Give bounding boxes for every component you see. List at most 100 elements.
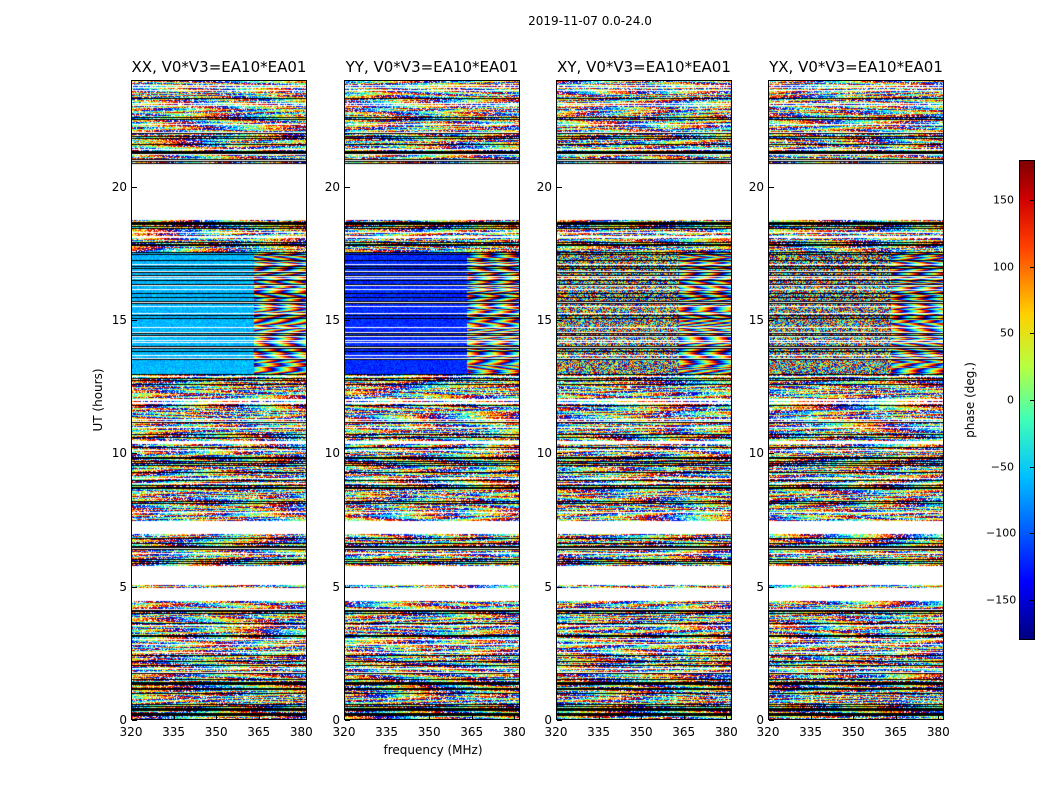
x-tick-mark (173, 715, 175, 720)
y-tick-label: 15 (536, 313, 552, 327)
y-tick-label: 10 (111, 446, 127, 461)
x-tick-label: 320 (332, 725, 356, 739)
colorbar-tick-label: 100 (993, 260, 1014, 274)
x-tick-label: 380 (714, 725, 738, 739)
x-tick-label: 350 (629, 725, 653, 739)
y-tick-mark (557, 186, 562, 188)
heatmap-panel-yx (768, 80, 944, 720)
y-tick-mark (345, 720, 350, 721)
colorbar-tick-mark (1030, 333, 1035, 335)
colorbar-tick-label: −150 (986, 593, 1017, 607)
x-tick-label: 365 (247, 725, 271, 739)
x-tick-mark (216, 715, 218, 720)
x-tick-label: 335 (162, 725, 186, 739)
y-tick-label: 20 (536, 179, 552, 194)
y-tick-mark (557, 320, 562, 321)
heatmap-panel-yy (344, 80, 520, 720)
y-tick-label: 15 (111, 313, 127, 327)
x-tick-label: 380 (926, 725, 950, 739)
x-tick-label: 350 (417, 725, 441, 739)
y-tick-mark (345, 186, 350, 188)
x-tick-label: 320 (119, 725, 143, 739)
x-tick-label: 365 (884, 725, 908, 739)
heatmap-image-xx (132, 81, 306, 719)
x-tick-label: 380 (502, 725, 526, 739)
x-tick-mark (598, 715, 600, 720)
panel-title-yx: YX, V0*V3=EA10*EA01 (769, 58, 943, 76)
y-tick-mark (769, 720, 774, 721)
y-tick-mark (132, 453, 137, 455)
y-tick-label: 10 (536, 446, 552, 461)
x-tick-mark (683, 715, 685, 720)
y-tick-label: 5 (119, 579, 127, 594)
x-tick-label: 335 (375, 725, 399, 739)
x-tick-mark (386, 715, 388, 720)
y-axis-label: UT (hours) (91, 368, 105, 432)
x-axis-label: frequency (MHz) (383, 743, 483, 757)
y-tick-mark (769, 586, 774, 588)
x-tick-label: 320 (544, 725, 568, 739)
colorbar-tick-mark (1030, 533, 1035, 535)
heatmap-image-xy (557, 81, 731, 719)
y-tick-label: 10 (748, 446, 764, 461)
x-tick-mark (471, 715, 473, 720)
x-tick-mark (131, 715, 132, 720)
y-tick-label: 0 (119, 713, 127, 727)
x-tick-label: 365 (672, 725, 696, 739)
y-tick-mark (557, 586, 562, 588)
colorbar-tick-mark (1030, 466, 1035, 468)
y-tick-mark (132, 720, 137, 721)
y-tick-label: 10 (324, 446, 340, 461)
x-tick-label: 335 (587, 725, 611, 739)
colorbar-tick-label: 50 (1000, 326, 1014, 340)
y-tick-mark (557, 453, 562, 455)
y-tick-label: 20 (324, 179, 340, 194)
panel-title-yy: YY, V0*V3=EA10*EA01 (345, 58, 519, 76)
y-tick-mark (132, 586, 137, 588)
y-tick-mark (345, 453, 350, 455)
colorbar-tick-label: −50 (990, 460, 1014, 474)
heatmap-panel-xx (131, 80, 307, 720)
y-tick-mark (769, 453, 774, 455)
heatmap-image-yy (345, 81, 519, 719)
colorbar-label: phase (deg.) (963, 362, 977, 438)
y-tick-mark (769, 320, 774, 321)
x-tick-label: 320 (756, 725, 780, 739)
y-tick-label: 0 (756, 713, 764, 727)
x-tick-label: 350 (841, 725, 865, 739)
figure-title: 2019-11-07 0.0-24.0 (528, 14, 652, 28)
y-tick-label: 5 (544, 579, 552, 594)
y-tick-label: 20 (111, 179, 127, 194)
x-tick-mark (641, 715, 643, 720)
colorbar-tick-label: 150 (993, 193, 1014, 207)
x-tick-mark (514, 715, 516, 720)
x-tick-mark (556, 715, 557, 720)
x-tick-label: 350 (204, 725, 228, 739)
y-tick-label: 15 (748, 313, 764, 327)
panel-title-xy: XY, V0*V3=EA10*EA01 (557, 58, 731, 76)
y-tick-label: 0 (332, 713, 340, 727)
heatmap-panel-xy (556, 80, 732, 720)
colorbar-tick-mark (1030, 400, 1035, 401)
y-tick-label: 5 (332, 579, 340, 594)
colorbar-tick-label: 0 (1007, 393, 1014, 407)
x-tick-label: 335 (799, 725, 823, 739)
colorbar-tick-mark (1030, 266, 1035, 268)
x-tick-label: 365 (460, 725, 484, 739)
y-tick-label: 20 (748, 179, 764, 194)
panel-title-xx: XX, V0*V3=EA10*EA01 (131, 58, 307, 76)
y-tick-mark (132, 320, 137, 321)
x-tick-mark (768, 715, 769, 720)
x-tick-mark (895, 715, 897, 720)
colorbar-tick-label: −100 (986, 526, 1017, 540)
x-tick-mark (810, 715, 812, 720)
y-tick-mark (132, 186, 137, 188)
x-tick-mark (853, 715, 855, 720)
colorbar-tick-mark (1030, 200, 1035, 201)
y-tick-mark (557, 720, 562, 721)
y-tick-label: 15 (324, 313, 340, 327)
x-tick-mark (301, 715, 303, 720)
y-tick-label: 5 (756, 579, 764, 594)
y-tick-mark (345, 586, 350, 588)
x-tick-mark (429, 715, 431, 720)
